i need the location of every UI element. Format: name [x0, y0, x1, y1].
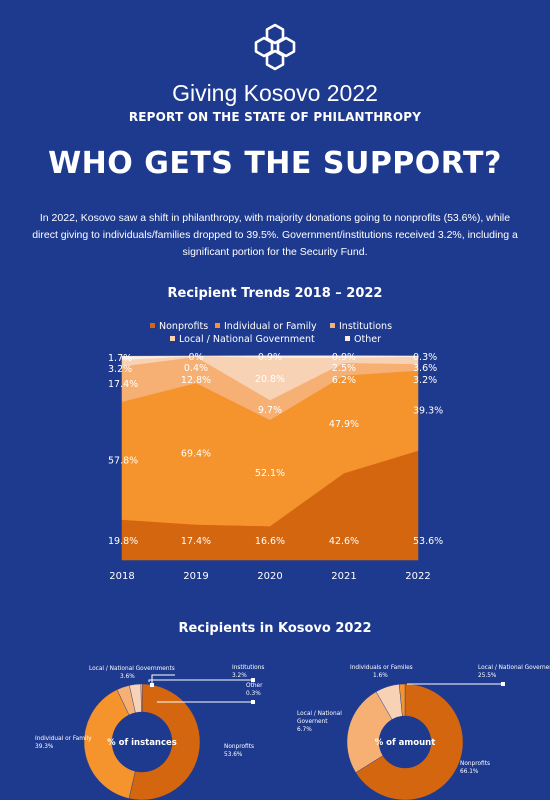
annotation-value-institutions: 3.2%	[232, 673, 247, 679]
data-label-other-2019: 0%	[188, 352, 203, 363]
data-label-nonprofits-2018: 19.8%	[108, 536, 138, 547]
annotation-name-institutions: Institutions	[232, 665, 264, 671]
legend-swatch-institutions	[330, 323, 335, 328]
legend-label-other: Other	[354, 334, 381, 345]
data-label-individual-or-family-2021: 47.9%	[329, 419, 359, 430]
data-label-individual-or-family-2022: 39.3%	[413, 406, 443, 417]
interlocking-hexagon-logo-icon	[254, 23, 296, 71]
data-label-nonprofits-2019: 17.4%	[181, 536, 211, 547]
recipient-trends-area-chart: Nonprofits Individual or Family Institutio…	[108, 321, 443, 582]
intro-paragraph: In 2022, Kosovo saw a shift in philanthr…	[32, 212, 518, 258]
legend-label-institutions: Institutions	[339, 321, 392, 332]
data-label-institutions-2022: 3.2%	[413, 375, 437, 386]
x-tick-2018: 2018	[109, 571, 134, 582]
area-series-other	[121, 355, 419, 360]
annotation-name-nonprofits: Nonprofits	[224, 744, 254, 750]
x-tick-2022: 2022	[405, 571, 430, 582]
data-label-nonprofits-2022: 53.6%	[413, 536, 443, 547]
annotation-name-institutions: Individuals or Familes	[350, 665, 413, 671]
donut-center-label: % of amount	[375, 738, 436, 748]
instances-donut-chart: % of instances Nonprofits 53.6% Individual …	[35, 665, 264, 800]
annotation-name-nonprofits: Nonprofits	[460, 761, 490, 767]
data-label-individual-or-family-2019: 69.4%	[181, 449, 211, 460]
data-label-institutions-2018: 17.4%	[108, 379, 138, 390]
annotation-name-individuals-or-familes: Local / National	[297, 711, 342, 717]
data-label-institutions-2020: 9.7%	[258, 405, 282, 416]
data-label-other-2021: 0.9%	[332, 352, 356, 363]
leader-line-local-national-governments	[151, 674, 175, 683]
legend-label-local-national-government: Local / National Government	[179, 334, 315, 345]
data-label-local-national-government-2020: 20.8%	[255, 374, 285, 385]
annotation-value-institutions: 1.6%	[373, 673, 388, 679]
data-label-individual-or-family-2020: 52.1%	[255, 468, 285, 479]
leader-dot-other	[251, 700, 255, 704]
data-label-other-2022: 0.3%	[413, 352, 437, 363]
leader-dot-local-national-governent	[501, 682, 505, 686]
data-label-other-2018: 1.7%	[108, 353, 132, 364]
brand-title: Giving Kosovo 2022	[172, 80, 378, 106]
legend-label-individual-or-family: Individual or Family	[224, 321, 317, 332]
annotation-value-nonprofits: 53.6%	[224, 752, 243, 758]
annotation-value-local-national-governent: 25.5%	[478, 673, 497, 679]
annotation-value-nonprofits: 66.1%	[460, 769, 479, 775]
x-tick-2020: 2020	[257, 571, 282, 582]
legend-swatch-other	[345, 336, 350, 341]
annotation-name-individual-or-family: Individual or Family	[35, 736, 92, 742]
annotation-name-other: Other	[246, 683, 263, 689]
data-label-other-2020: 0.9%	[258, 352, 282, 363]
donut-center-label: % of instances	[107, 738, 177, 748]
donut-section-title: Recipients in Kosovo 2022	[178, 621, 372, 636]
annotation-value-other: 0.3%	[246, 691, 261, 697]
legend-label-nonprofits: Nonprofits	[159, 321, 208, 332]
data-label-individual-or-family-2018: 57.8%	[108, 456, 138, 467]
x-tick-2019: 2019	[183, 571, 208, 582]
data-label-nonprofits-2020: 16.6%	[255, 536, 285, 547]
leader-line-institutions	[148, 679, 253, 682]
x-tick-2021: 2021	[331, 571, 356, 582]
data-label-local-national-government-2019: 0.4%	[184, 363, 208, 374]
donut-hole	[112, 712, 172, 772]
annotation-name-local-national-governent: Local / National Governent	[478, 665, 550, 671]
legend-swatch-local-national-government	[170, 336, 175, 341]
area-chart-title: Recipient Trends 2018 – 2022	[167, 286, 383, 301]
annotation-value-individuals-or-familes: 6.7%	[297, 727, 312, 733]
report-subtitle: REPORT ON THE STATE OF PHILANTHROPY	[128, 110, 422, 124]
annotation-value-local-national-governments: 3.6%	[120, 674, 135, 680]
donut-hole	[379, 716, 431, 768]
annotation-value-individual-or-family: 39.3%	[35, 744, 54, 750]
annotation-name-local-national-governments: Local / National Governments	[89, 666, 175, 672]
legend-swatch-nonprofits	[150, 323, 155, 328]
legend-swatch-individual-or-family	[215, 323, 220, 328]
data-label-institutions-2019: 12.8%	[181, 375, 211, 386]
data-label-local-national-government-2018: 3.2%	[108, 364, 132, 375]
page-headline: WHO GETS THE SUPPORT?	[48, 146, 502, 181]
leader-dot-local-national-governments	[150, 683, 154, 687]
annotation-name-individuals-or-familes-1: Governent	[297, 719, 328, 725]
amount-donut-chart: % of amount Nonprofits 66.1% Local / Nation…	[297, 665, 550, 800]
data-label-local-national-government-2022: 3.6%	[413, 363, 437, 374]
leader-dot-institutions	[251, 678, 255, 682]
data-label-institutions-2021: 6.2%	[332, 375, 356, 386]
data-label-local-national-government-2021: 2.5%	[332, 363, 356, 374]
data-label-nonprofits-2021: 42.6%	[329, 536, 359, 547]
